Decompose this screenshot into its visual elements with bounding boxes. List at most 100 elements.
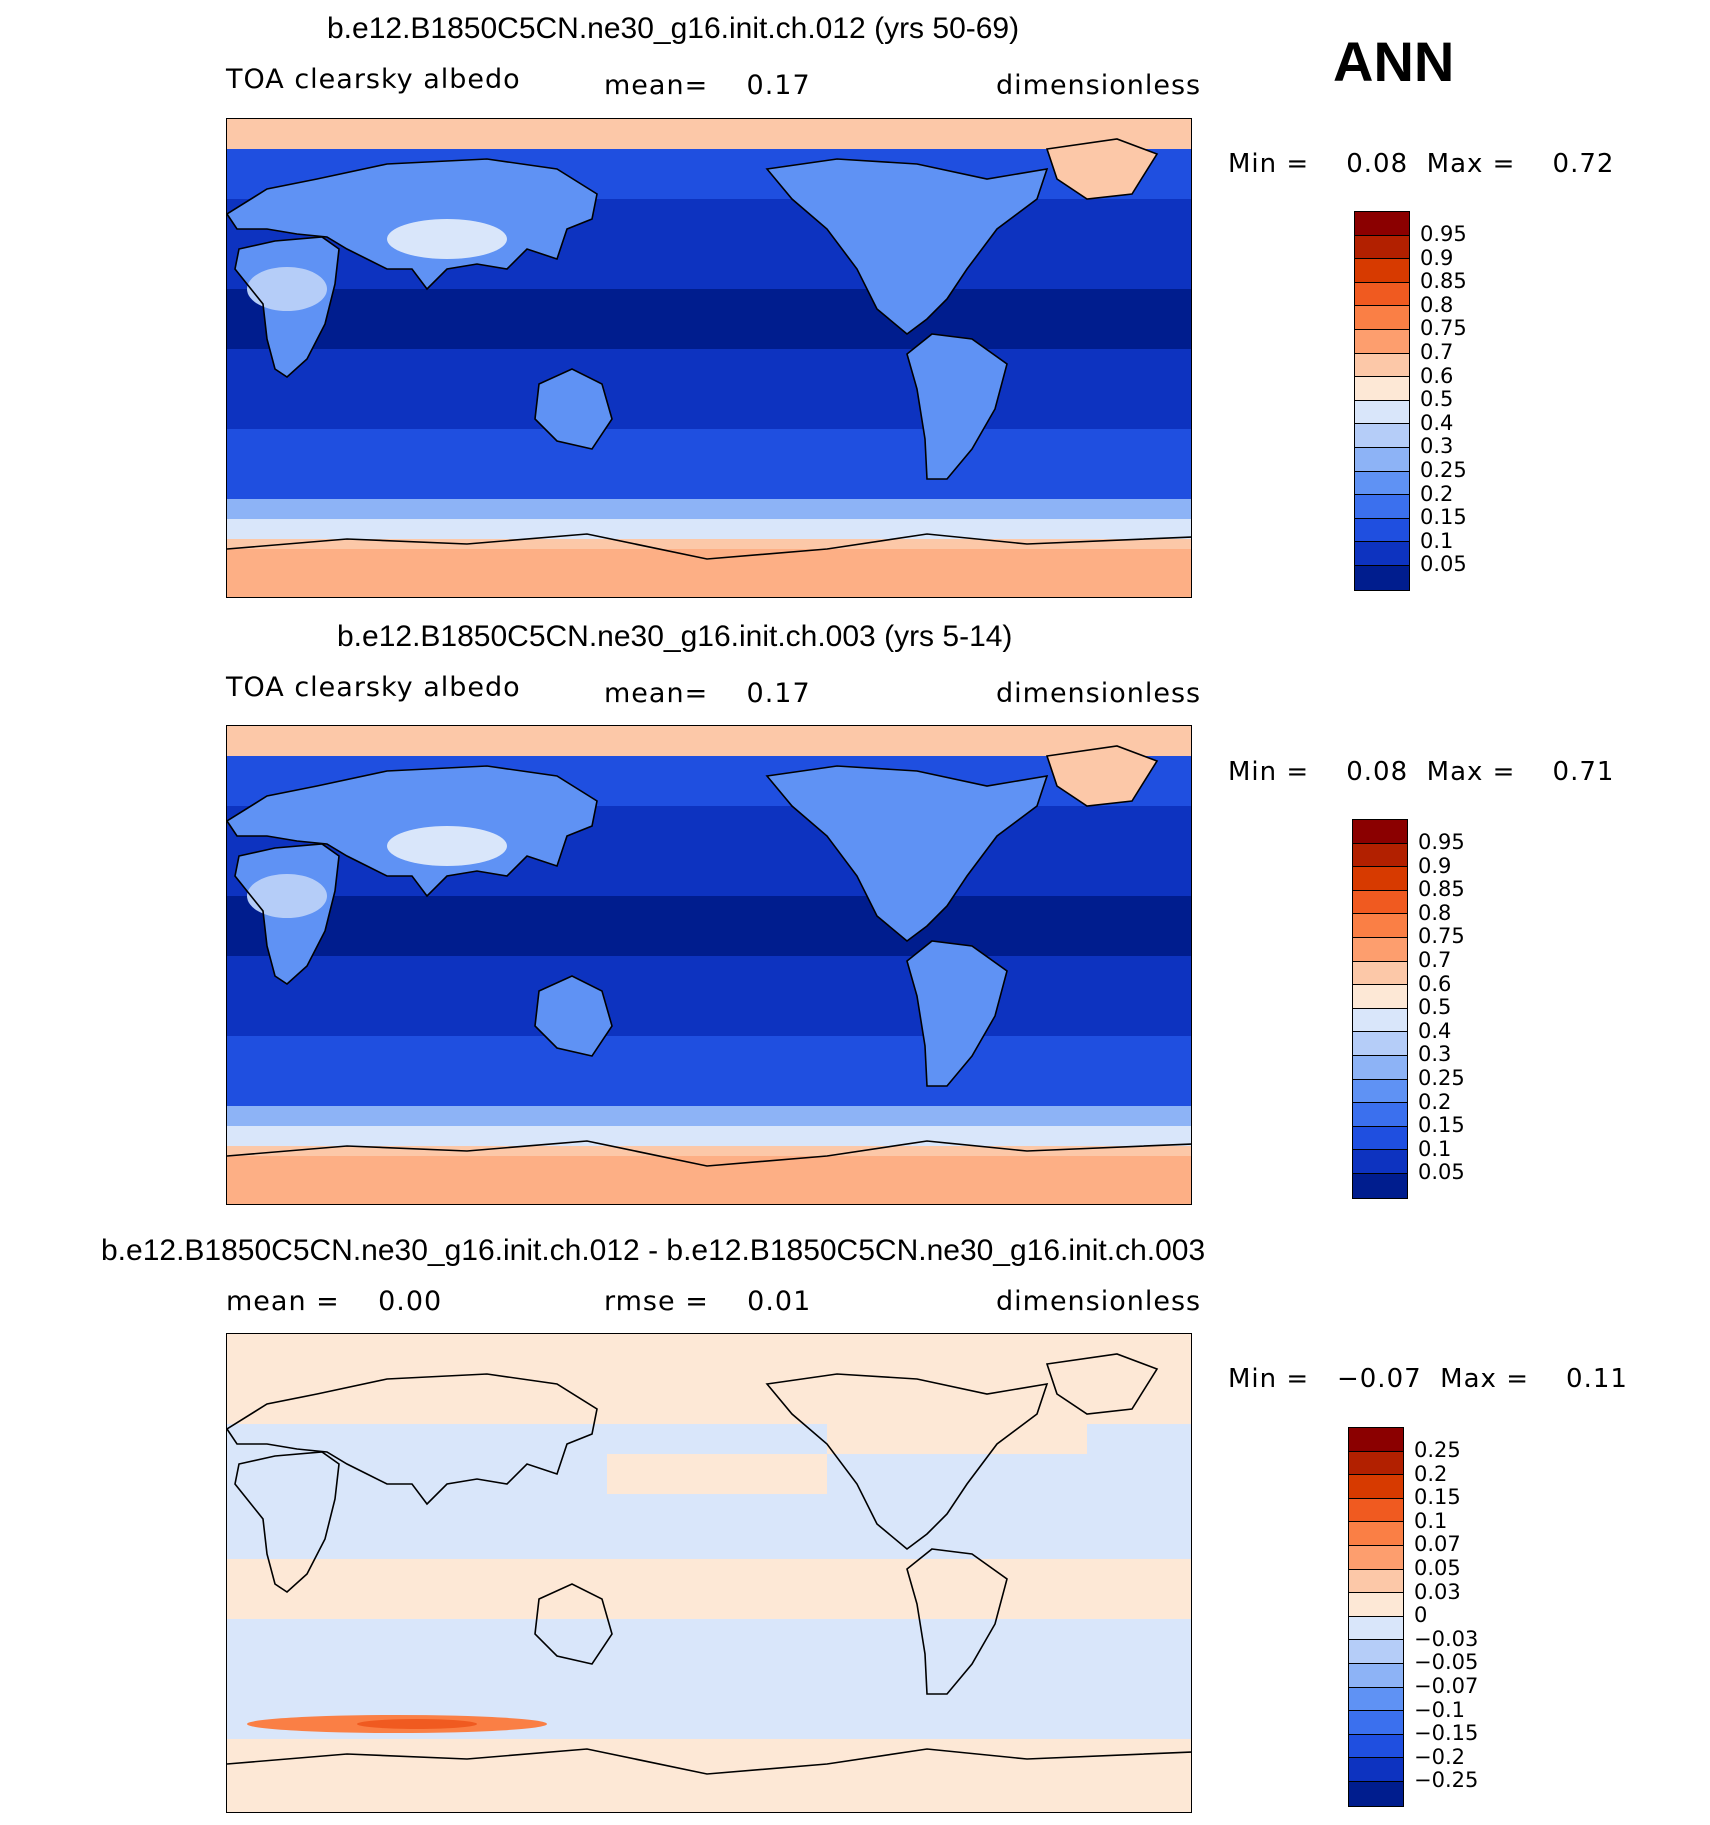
desert-region (247, 267, 327, 311)
colorbar-tick-label: 0.15 (1420, 505, 1467, 530)
field-band (227, 499, 1191, 519)
colorbar-tick-label: 0.75 (1420, 316, 1467, 341)
greenland-fill (1047, 746, 1157, 806)
colorbar-swatch (1353, 961, 1407, 986)
colorbar-swatch (1355, 542, 1409, 566)
colorbar-swatch (1349, 1663, 1403, 1688)
colorbar-swatch (1349, 1593, 1403, 1617)
colorbar-swatches (1348, 1427, 1404, 1807)
colorbar-tick-label: −0.07 (1414, 1674, 1479, 1698)
colorbar-swatch (1353, 937, 1407, 962)
colorbar-tick-label: 0.3 (1418, 1042, 1452, 1067)
colorbar-tick-label: 0.6 (1420, 363, 1454, 388)
panel-2-mean: mean= 0.17 (604, 678, 811, 709)
greenland-fill (1047, 139, 1157, 199)
panel-3-units: dimensionless (996, 1286, 1202, 1317)
coastline (227, 158, 598, 291)
panel-1-map (226, 118, 1192, 598)
colorbar-tick-label: 0.7 (1418, 948, 1452, 972)
panel-3-title: b.e12.B1850C5CN.ne30_g16.init.ch.012 - b… (101, 1234, 1206, 1267)
colorbar-swatch (1355, 471, 1409, 496)
panel-1-variable: TOA clearsky albedo (226, 64, 521, 95)
field-band (227, 519, 1191, 539)
field-band (227, 726, 1191, 756)
coastline (906, 333, 1008, 480)
coastline (906, 1548, 1008, 1695)
coastline (234, 236, 340, 379)
colorbar-tick-label: 0.9 (1418, 853, 1452, 878)
colorbar-swatch (1349, 1734, 1403, 1759)
coastline (765, 765, 1049, 943)
colorbar-swatch (1353, 1173, 1407, 1198)
positive-anomaly (227, 1559, 1191, 1619)
colorbar-tick-label: 0.25 (1420, 458, 1467, 482)
coastline (234, 843, 340, 986)
colorbar-tick-label: 0.9 (1420, 245, 1454, 270)
colorbar-tick-label: 0.6 (1418, 971, 1452, 996)
coastline (227, 1140, 1191, 1167)
season-label: ANN (1333, 30, 1455, 93)
positive-anomaly (607, 1454, 827, 1494)
field-band (227, 1036, 1191, 1106)
coastline (234, 1451, 340, 1594)
colorbar-swatches (1352, 819, 1408, 1199)
land-fill (907, 334, 1007, 479)
colorbar-tick-label: 0.75 (1418, 924, 1465, 949)
positive-anomaly (827, 1394, 1087, 1454)
field-band (227, 956, 1191, 1036)
land-fill (767, 766, 1047, 941)
colorbar-swatch (1349, 1781, 1403, 1806)
colorbar-swatch (1349, 1475, 1403, 1499)
colorbar-swatch (1349, 1616, 1403, 1641)
antarctica-fill (227, 549, 1191, 597)
colorbar-tick-label: 0.95 (1418, 830, 1465, 854)
colorbar-swatch (1355, 306, 1409, 330)
colorbar-swatch (1355, 353, 1409, 378)
colorbar-swatches (1354, 211, 1410, 591)
colorbar-swatch (1355, 447, 1409, 472)
colorbar-swatch (1353, 1079, 1407, 1104)
field-band (227, 429, 1191, 499)
colorbar-swatch (1353, 1126, 1407, 1151)
colorbar-tick-label: 0.85 (1420, 269, 1467, 294)
colorbar-tick-label: 0.1 (1420, 528, 1454, 553)
colorbar-swatch (1353, 1008, 1407, 1033)
colorbar-tick-label: 0.3 (1420, 434, 1454, 459)
panel-3-minmax: Min = −0.07 Max = 0.11 (1228, 1364, 1628, 1394)
field-band (227, 896, 1191, 956)
panel-1-minmax: Min = 0.08 Max = 0.72 (1228, 149, 1615, 179)
panel-3-map (226, 1333, 1192, 1813)
colorbar-swatch (1353, 914, 1407, 938)
panel-2-variable: TOA clearsky albedo (226, 672, 521, 703)
colorbar-tick-label: 0.05 (1418, 1160, 1465, 1185)
colorbar-swatch (1353, 1103, 1407, 1127)
panel-2-title: b.e12.B1850C5CN.ne30_g16.init.ch.003 (yr… (337, 620, 1013, 653)
colorbar-swatch (1355, 495, 1409, 519)
coastline (1045, 1353, 1159, 1415)
land-fill (907, 941, 1007, 1086)
colorbar-swatch (1349, 1758, 1403, 1782)
coastline (227, 1748, 1191, 1775)
land-fill (535, 369, 612, 449)
coastline (765, 1373, 1049, 1551)
land-fill (535, 976, 612, 1056)
colorbar-tick-label: 0.5 (1420, 387, 1454, 412)
colorbar-tick-label: 0.25 (1418, 1066, 1465, 1090)
colorbar-tick-label: 0.2 (1420, 481, 1454, 506)
panel-1-mean: mean= 0.17 (604, 70, 811, 101)
colorbar-swatch (1349, 1687, 1403, 1712)
colorbar-swatch (1349, 1711, 1403, 1735)
panel-2-map (226, 725, 1192, 1205)
colorbar-tick-label: −0.03 (1414, 1626, 1479, 1651)
coastline (765, 158, 1049, 336)
colorbar-tick-label: 0.15 (1418, 1113, 1465, 1138)
colorbar-tick-label: 0.05 (1420, 552, 1467, 577)
colorbar-swatch (1355, 212, 1409, 236)
high-albedo-region (387, 826, 507, 866)
positive-anomaly (227, 1739, 1191, 1812)
colorbar-tick-label: 0.4 (1418, 1018, 1452, 1043)
colorbar-swatch (1355, 282, 1409, 307)
colorbar-swatch (1349, 1545, 1403, 1570)
colorbar-swatch (1353, 890, 1407, 915)
field-band (227, 289, 1191, 349)
